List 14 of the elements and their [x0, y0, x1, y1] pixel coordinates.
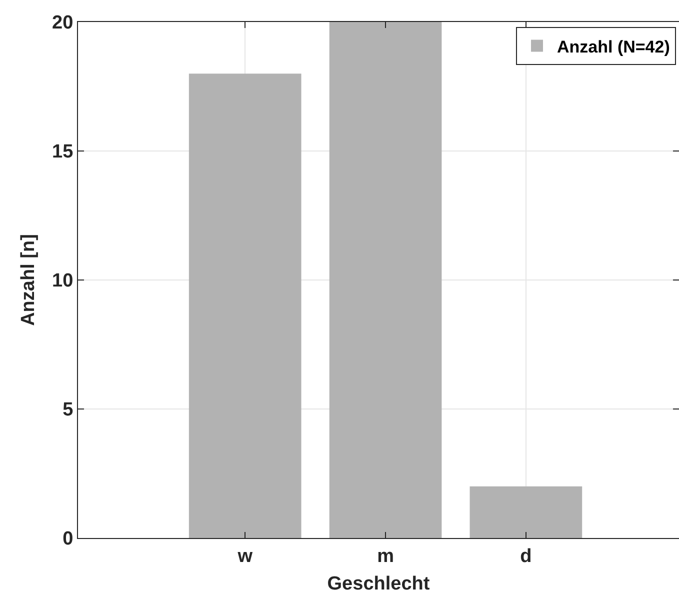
y-tick-label: 10 [52, 270, 74, 292]
y-tick-label: 20 [52, 12, 74, 34]
bar [470, 486, 582, 538]
legend-label: Anzahl (N=42) [556, 37, 670, 56]
x-tick-label: m [377, 546, 394, 567]
y-tick-label: 0 [62, 528, 74, 550]
x-axis-title: Geschlecht [327, 574, 430, 595]
y-axis-title: Anzahl [n] [18, 234, 39, 326]
x-tick-label: w [236, 546, 253, 567]
x-tick-label: d [520, 546, 532, 567]
y-tick-label: 15 [52, 142, 74, 163]
bar [329, 22, 442, 538]
y-tick-label: 5 [62, 400, 74, 421]
bar [188, 74, 302, 538]
